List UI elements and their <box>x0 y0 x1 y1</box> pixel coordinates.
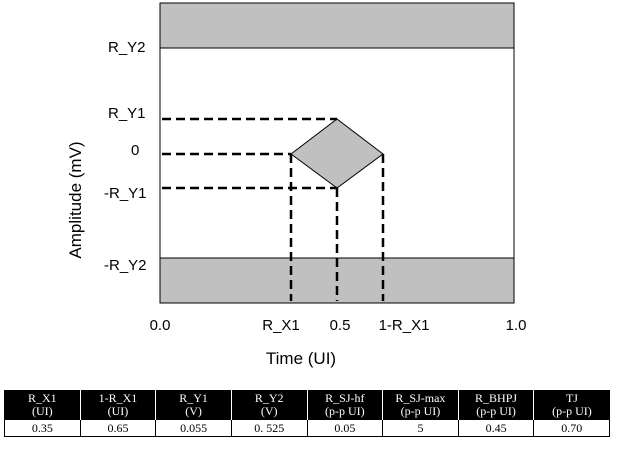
col-header-r-y2: R_Y2 (V) <box>230 390 307 420</box>
col-header-r-x1: R_X1 (UI) <box>4 390 81 420</box>
table-cell-tj: 0.70 <box>533 419 610 437</box>
x-label-1: 1.0 <box>506 317 527 334</box>
table-cell-one-minus-r-x1: 0.65 <box>79 419 157 437</box>
upper-mask-band <box>159 2 515 49</box>
table-cell-r-x1: 0.35 <box>4 419 81 437</box>
x-label-one-minus-r-x1: 1-R_X1 <box>379 317 430 334</box>
table-cell-r-y1: 0.055 <box>155 419 232 437</box>
table-header-row: R_X1 (UI) 1-R_X1 (UI) R_Y1 (V) R_Y2 (V) R_SJ… <box>4 390 610 420</box>
col-header-tj: TJ (p-p UI) <box>533 390 610 420</box>
col-header-r-sj-max: R_SJ-max (p-p UI) <box>382 390 459 420</box>
table-row: 0.35 0.65 0.055 0. 525 0.05 5 0.45 0.70 <box>4 419 610 437</box>
col-header-r-sj-hf: R_SJ-hf (p-p UI) <box>306 390 383 420</box>
x-axis-title: Time (UI) <box>266 349 336 368</box>
col-header-r-bhpj: R_BHPJ (p-p UI) <box>457 390 534 420</box>
table-cell-r-bhpj: 0.45 <box>457 419 535 437</box>
x-label-05: 0.5 <box>330 317 351 334</box>
table-cell-r-y2: 0. 525 <box>230 419 308 437</box>
x-label-r-x1: R_X1 <box>262 317 300 334</box>
x-label-0: 0.0 <box>150 317 171 334</box>
y-label-neg-r-y2: -R_Y2 <box>104 257 147 274</box>
y-label-r-y1: R_Y1 <box>108 105 146 122</box>
table-cell-r-sj-max: 5 <box>382 419 459 437</box>
y-label-zero: 0 <box>131 142 139 159</box>
table-cell-r-sj-hf: 0.05 <box>306 419 384 437</box>
guide-lines <box>162 117 385 301</box>
y-axis-title: Amplitude (mV) <box>66 141 85 258</box>
col-header-one-minus-r-x1: 1-R_X1 (UI) <box>79 390 156 420</box>
y-label-neg-r-y1: -R_Y1 <box>104 185 147 202</box>
eye-mask-diagram: R_Y2 R_Y1 0 -R_Y1 -R_Y2 Amplitude (mV) 0… <box>66 2 527 368</box>
y-label-r-y2: R_Y2 <box>108 39 146 56</box>
parameter-table: R_X1 (UI) 1-R_X1 (UI) R_Y1 (V) R_Y2 (V) R_SJ… <box>4 390 610 437</box>
col-header-r-y1: R_Y1 (V) <box>155 390 232 420</box>
